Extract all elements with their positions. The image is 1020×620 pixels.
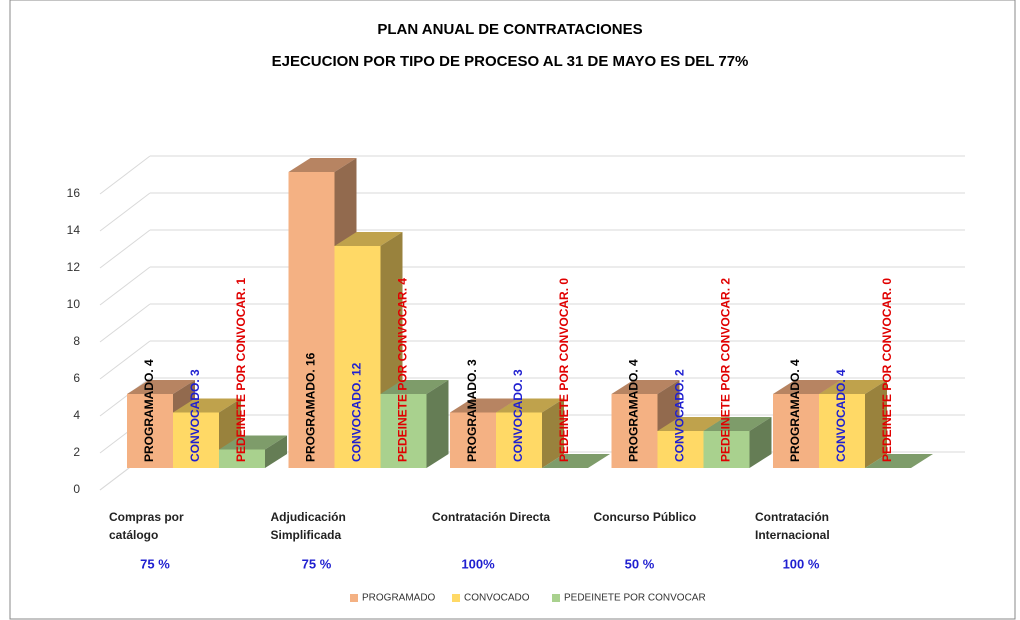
percent-label: 75 % <box>140 556 170 571</box>
bar <box>450 412 496 468</box>
y-tick-label: 16 <box>67 186 81 200</box>
frame <box>9 0 1016 620</box>
bar-top <box>219 435 287 450</box>
legend-swatch <box>552 594 560 602</box>
value-label: PEDEINETE POR CONVOCAR. 4 <box>396 278 410 462</box>
bar <box>219 449 265 468</box>
legend-swatch <box>350 594 358 602</box>
value-label: PROGRAMADO. 4 <box>142 359 156 462</box>
grid-line <box>99 377 151 417</box>
bar-top <box>496 398 564 413</box>
bar-top <box>173 398 241 413</box>
grid-line <box>99 340 151 380</box>
bar-side <box>865 380 887 468</box>
bar <box>611 394 658 468</box>
grid-line <box>99 229 151 269</box>
bar-side <box>542 398 564 468</box>
value-label: PEDEINETE POR CONVOCAR. 2 <box>719 278 733 462</box>
value-label: CONVOCADO. 3 <box>188 369 202 462</box>
bar-side <box>426 380 449 468</box>
y-tick-label: 12 <box>67 260 81 274</box>
chart-subtitle: EJECUCION POR TIPO DE PROCESO AL 31 DE M… <box>272 53 749 70</box>
bar-top <box>773 380 841 394</box>
percent-label: 50 % <box>625 556 655 571</box>
bar-top <box>380 380 449 394</box>
legend-label: PEDEINETE POR CONVOCAR <box>564 593 706 604</box>
bar-top <box>819 380 887 394</box>
bar <box>127 394 173 468</box>
value-label: PROGRAMADO. 4 <box>788 359 802 462</box>
x-tick-label: Contratación Directa <box>432 510 551 524</box>
x-tick-label: Contratación Internacional <box>755 510 830 542</box>
grid-line <box>99 266 151 306</box>
value-label: PEDEINETE POR CONVOCAR. 0 <box>557 278 571 462</box>
value-label: CONVOCADO. 12 <box>350 362 364 462</box>
value-label: CONVOCADO. 4 <box>834 369 848 462</box>
bar-top <box>657 417 726 431</box>
bar-top <box>288 158 357 172</box>
x-tick-label: Concurso Público <box>593 510 697 524</box>
bar-side <box>749 417 772 468</box>
bar <box>496 412 542 468</box>
x-tick-label: Adjudicación Simplificada <box>270 510 346 542</box>
bar <box>657 431 704 468</box>
percent-label: 100 % <box>783 556 820 571</box>
grid-line <box>99 303 151 343</box>
legend-swatch <box>452 594 460 602</box>
y-tick-label: 8 <box>73 334 80 348</box>
bar-top <box>334 232 403 246</box>
y-tick-label: 2 <box>73 445 80 459</box>
bar <box>773 394 819 468</box>
value-label: PEDEINETE POR CONVOCAR. 0 <box>880 278 894 462</box>
y-tick-label: 4 <box>73 408 80 422</box>
bar <box>703 431 750 468</box>
bar <box>288 172 335 468</box>
bar-top <box>450 398 518 413</box>
y-tick-label: 0 <box>73 482 80 496</box>
legend-label: PROGRAMADO <box>362 593 436 604</box>
bar <box>819 394 865 468</box>
y-tick-label: 10 <box>67 297 81 311</box>
bar-top <box>611 380 680 394</box>
value-label: PROGRAMADO. 16 <box>304 352 318 462</box>
legend-label: CONVOCADO <box>464 593 530 604</box>
value-label: CONVOCADO. 3 <box>511 369 525 462</box>
bar <box>380 394 427 468</box>
y-tick-label: 14 <box>67 223 81 237</box>
grid-line <box>99 155 151 195</box>
value-label: PEDEINETE POR CONVOCAR. 1 <box>234 278 248 462</box>
value-label: PROGRAMADO. 4 <box>627 359 641 462</box>
value-label: CONVOCADO. 2 <box>673 369 687 462</box>
chart-title: PLAN ANUAL DE CONTRATACIONES <box>377 21 642 38</box>
bar <box>173 412 219 468</box>
y-tick-label: 6 <box>73 371 80 385</box>
bar-top <box>127 380 195 394</box>
x-tick-label: Compras por catálogo <box>109 510 184 542</box>
percent-label: 100% <box>461 556 495 571</box>
bar-top <box>703 417 772 431</box>
bar-side <box>265 435 287 468</box>
value-label: PROGRAMADO. 3 <box>465 359 479 462</box>
bar-top <box>865 454 933 468</box>
bar <box>334 246 381 468</box>
percent-label: 75 % <box>302 556 332 571</box>
bar-top <box>542 454 610 468</box>
grid-line <box>99 192 151 232</box>
